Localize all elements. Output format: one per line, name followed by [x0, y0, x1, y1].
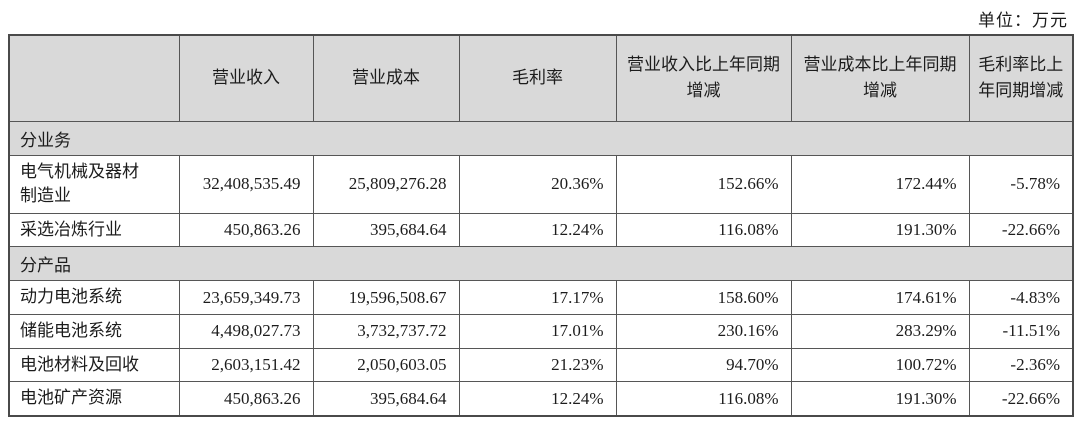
cell-cost: 19,596,508.67 [312, 280, 460, 316]
cell-revenue-yoy: 116.08% [615, 381, 792, 417]
cell-revenue: 4,498,027.73 [178, 314, 314, 349]
col-header-cost: 营业成本 [312, 34, 460, 122]
cell-revenue-yoy: 230.16% [615, 314, 792, 349]
cell-cost: 3,732,737.72 [312, 314, 460, 349]
section-row-by-business: 分业务 [8, 120, 1074, 156]
unit-label: 单位：万元 [978, 11, 1068, 30]
cell-revenue-yoy: 152.66% [615, 154, 792, 214]
cell-cost: 395,684.64 [312, 212, 460, 248]
cell-gross-margin: 17.01% [458, 314, 617, 349]
cell-gross-margin-yoy: -11.51% [968, 314, 1074, 349]
cell-cost-yoy: 191.30% [790, 212, 970, 248]
table-row-battery-materials-recycling: 电池材料及回收 2,603,151.42 2,050,603.05 21.23%… [8, 347, 1074, 383]
cell-cost-yoy: 172.44% [790, 154, 970, 214]
table-row-energy-storage-battery: 储能电池系统 4,498,027.73 3,732,737.72 17.01% … [8, 314, 1074, 349]
cell-revenue-yoy: 116.08% [615, 212, 792, 248]
section-header-by-product: 分产品 [8, 246, 1074, 282]
cell-gross-margin: 21.23% [458, 347, 617, 383]
cell-cost-yoy: 100.72% [790, 347, 970, 383]
cell-cost-yoy: 191.30% [790, 381, 970, 417]
row-label: 电池材料及回收 [8, 347, 180, 383]
table-row-mining-smelting: 采选冶炼行业 450,863.26 395,684.64 12.24% 116.… [8, 212, 1074, 248]
cell-revenue-yoy: 94.70% [615, 347, 792, 383]
col-header-revenue-yoy: 营业收入比上年同期增减 [615, 34, 792, 122]
cell-gross-margin-yoy: -4.83% [968, 280, 1074, 316]
cell-cost-yoy: 283.29% [790, 314, 970, 349]
col-header-blank [8, 34, 180, 122]
row-label: 电池矿产资源 [8, 381, 180, 417]
row-label: 电气机械及器材制造业 [8, 154, 180, 214]
row-label: 采选冶炼行业 [8, 212, 180, 248]
table-row-electrical-machinery: 电气机械及器材制造业 32,408,535.49 25,809,276.28 2… [8, 154, 1074, 214]
cell-gross-margin-yoy: -22.66% [968, 212, 1074, 248]
cell-gross-margin: 20.36% [458, 154, 617, 214]
cell-cost: 395,684.64 [312, 381, 460, 417]
cell-cost: 25,809,276.28 [312, 154, 460, 214]
cell-revenue-yoy: 158.60% [615, 280, 792, 316]
row-label: 动力电池系统 [8, 280, 180, 316]
table-row-battery-mineral-resources: 电池矿产资源 450,863.26 395,684.64 12.24% 116.… [8, 381, 1074, 417]
cell-gross-margin: 12.24% [458, 381, 617, 417]
cell-revenue: 450,863.26 [178, 212, 314, 248]
col-header-gross-margin-yoy: 毛利率比上年同期增减 [968, 34, 1074, 122]
section-header-by-business: 分业务 [8, 120, 1074, 156]
col-header-cost-yoy: 营业成本比上年同期增减 [790, 34, 970, 122]
unit-row: 单位：万元 [0, 0, 1080, 34]
header-row: 营业收入 营业成本 毛利率 营业收入比上年同期增减 营业成本比上年同期增减 毛利… [8, 34, 1074, 122]
cell-revenue: 450,863.26 [178, 381, 314, 417]
cell-revenue: 23,659,349.73 [178, 280, 314, 316]
cell-gross-margin: 12.24% [458, 212, 617, 248]
cell-gross-margin-yoy: -2.36% [968, 347, 1074, 383]
cell-cost: 2,050,603.05 [312, 347, 460, 383]
cell-cost-yoy: 174.61% [790, 280, 970, 316]
cell-gross-margin-yoy: -22.66% [968, 381, 1074, 417]
table-row-power-battery: 动力电池系统 23,659,349.73 19,596,508.67 17.17… [8, 280, 1074, 316]
cell-revenue: 32,408,535.49 [178, 154, 314, 214]
row-label: 储能电池系统 [8, 314, 180, 349]
section-row-by-product: 分产品 [8, 246, 1074, 282]
col-header-revenue: 营业收入 [178, 34, 314, 122]
cell-revenue: 2,603,151.42 [178, 347, 314, 383]
segment-financial-table: 营业收入 营业成本 毛利率 营业收入比上年同期增减 营业成本比上年同期增减 毛利… [8, 34, 1074, 417]
col-header-gross-margin: 毛利率 [458, 34, 617, 122]
cell-gross-margin-yoy: -5.78% [968, 154, 1074, 214]
cell-gross-margin: 17.17% [458, 280, 617, 316]
